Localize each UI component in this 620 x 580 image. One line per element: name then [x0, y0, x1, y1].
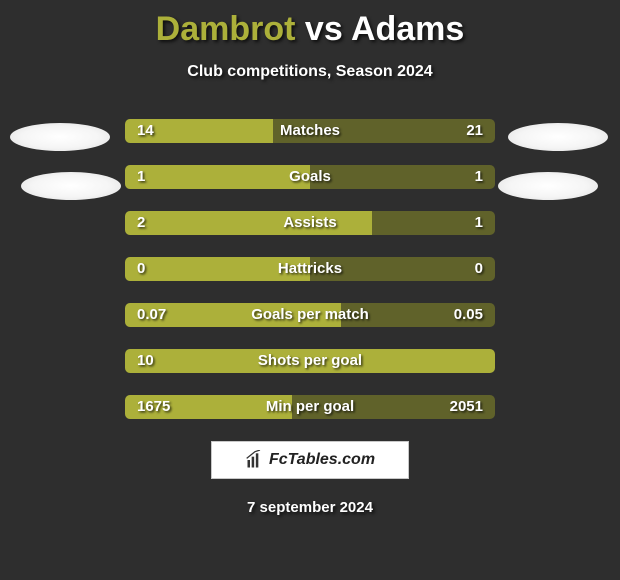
avatar-placeholder-top-left: [10, 123, 110, 151]
stats-container: 1421Matches 11Goals 21Assists 00Hattricks 0.…: [0, 119, 620, 419]
stat-row: 0.070.05Goals per match: [125, 303, 495, 327]
stat-label: Shots per goal: [125, 349, 495, 373]
stat-row: 16752051Min per goal: [125, 395, 495, 419]
avatar-placeholder-mid-left: [21, 172, 121, 200]
avatar-placeholder-top-right: [508, 123, 608, 151]
stat-row: 11Goals: [125, 165, 495, 189]
player-left-name: Dambrot: [156, 10, 296, 48]
date-text: 7 september 2024: [0, 499, 620, 516]
stat-label: Min per goal: [125, 395, 495, 419]
chart-icon: [245, 450, 265, 470]
stat-row: 21Assists: [125, 211, 495, 235]
subtitle: Club competitions, Season 2024: [0, 63, 620, 81]
stat-label: Hattricks: [125, 257, 495, 281]
stat-row: 1421Matches: [125, 119, 495, 143]
stat-row: 00Hattricks: [125, 257, 495, 281]
stat-label: Assists: [125, 211, 495, 235]
stat-label: Matches: [125, 119, 495, 143]
fctables-logo: FcTables.com: [211, 441, 409, 479]
stat-label: Goals: [125, 165, 495, 189]
vs-text: vs: [305, 10, 343, 48]
stat-label: Goals per match: [125, 303, 495, 327]
avatar-placeholder-mid-right: [498, 172, 598, 200]
logo-text: FcTables.com: [269, 451, 375, 469]
comparison-title: Dambrot vs Adams: [0, 0, 620, 49]
player-right-name: Adams: [351, 10, 464, 48]
stat-row: 10Shots per goal: [125, 349, 495, 373]
